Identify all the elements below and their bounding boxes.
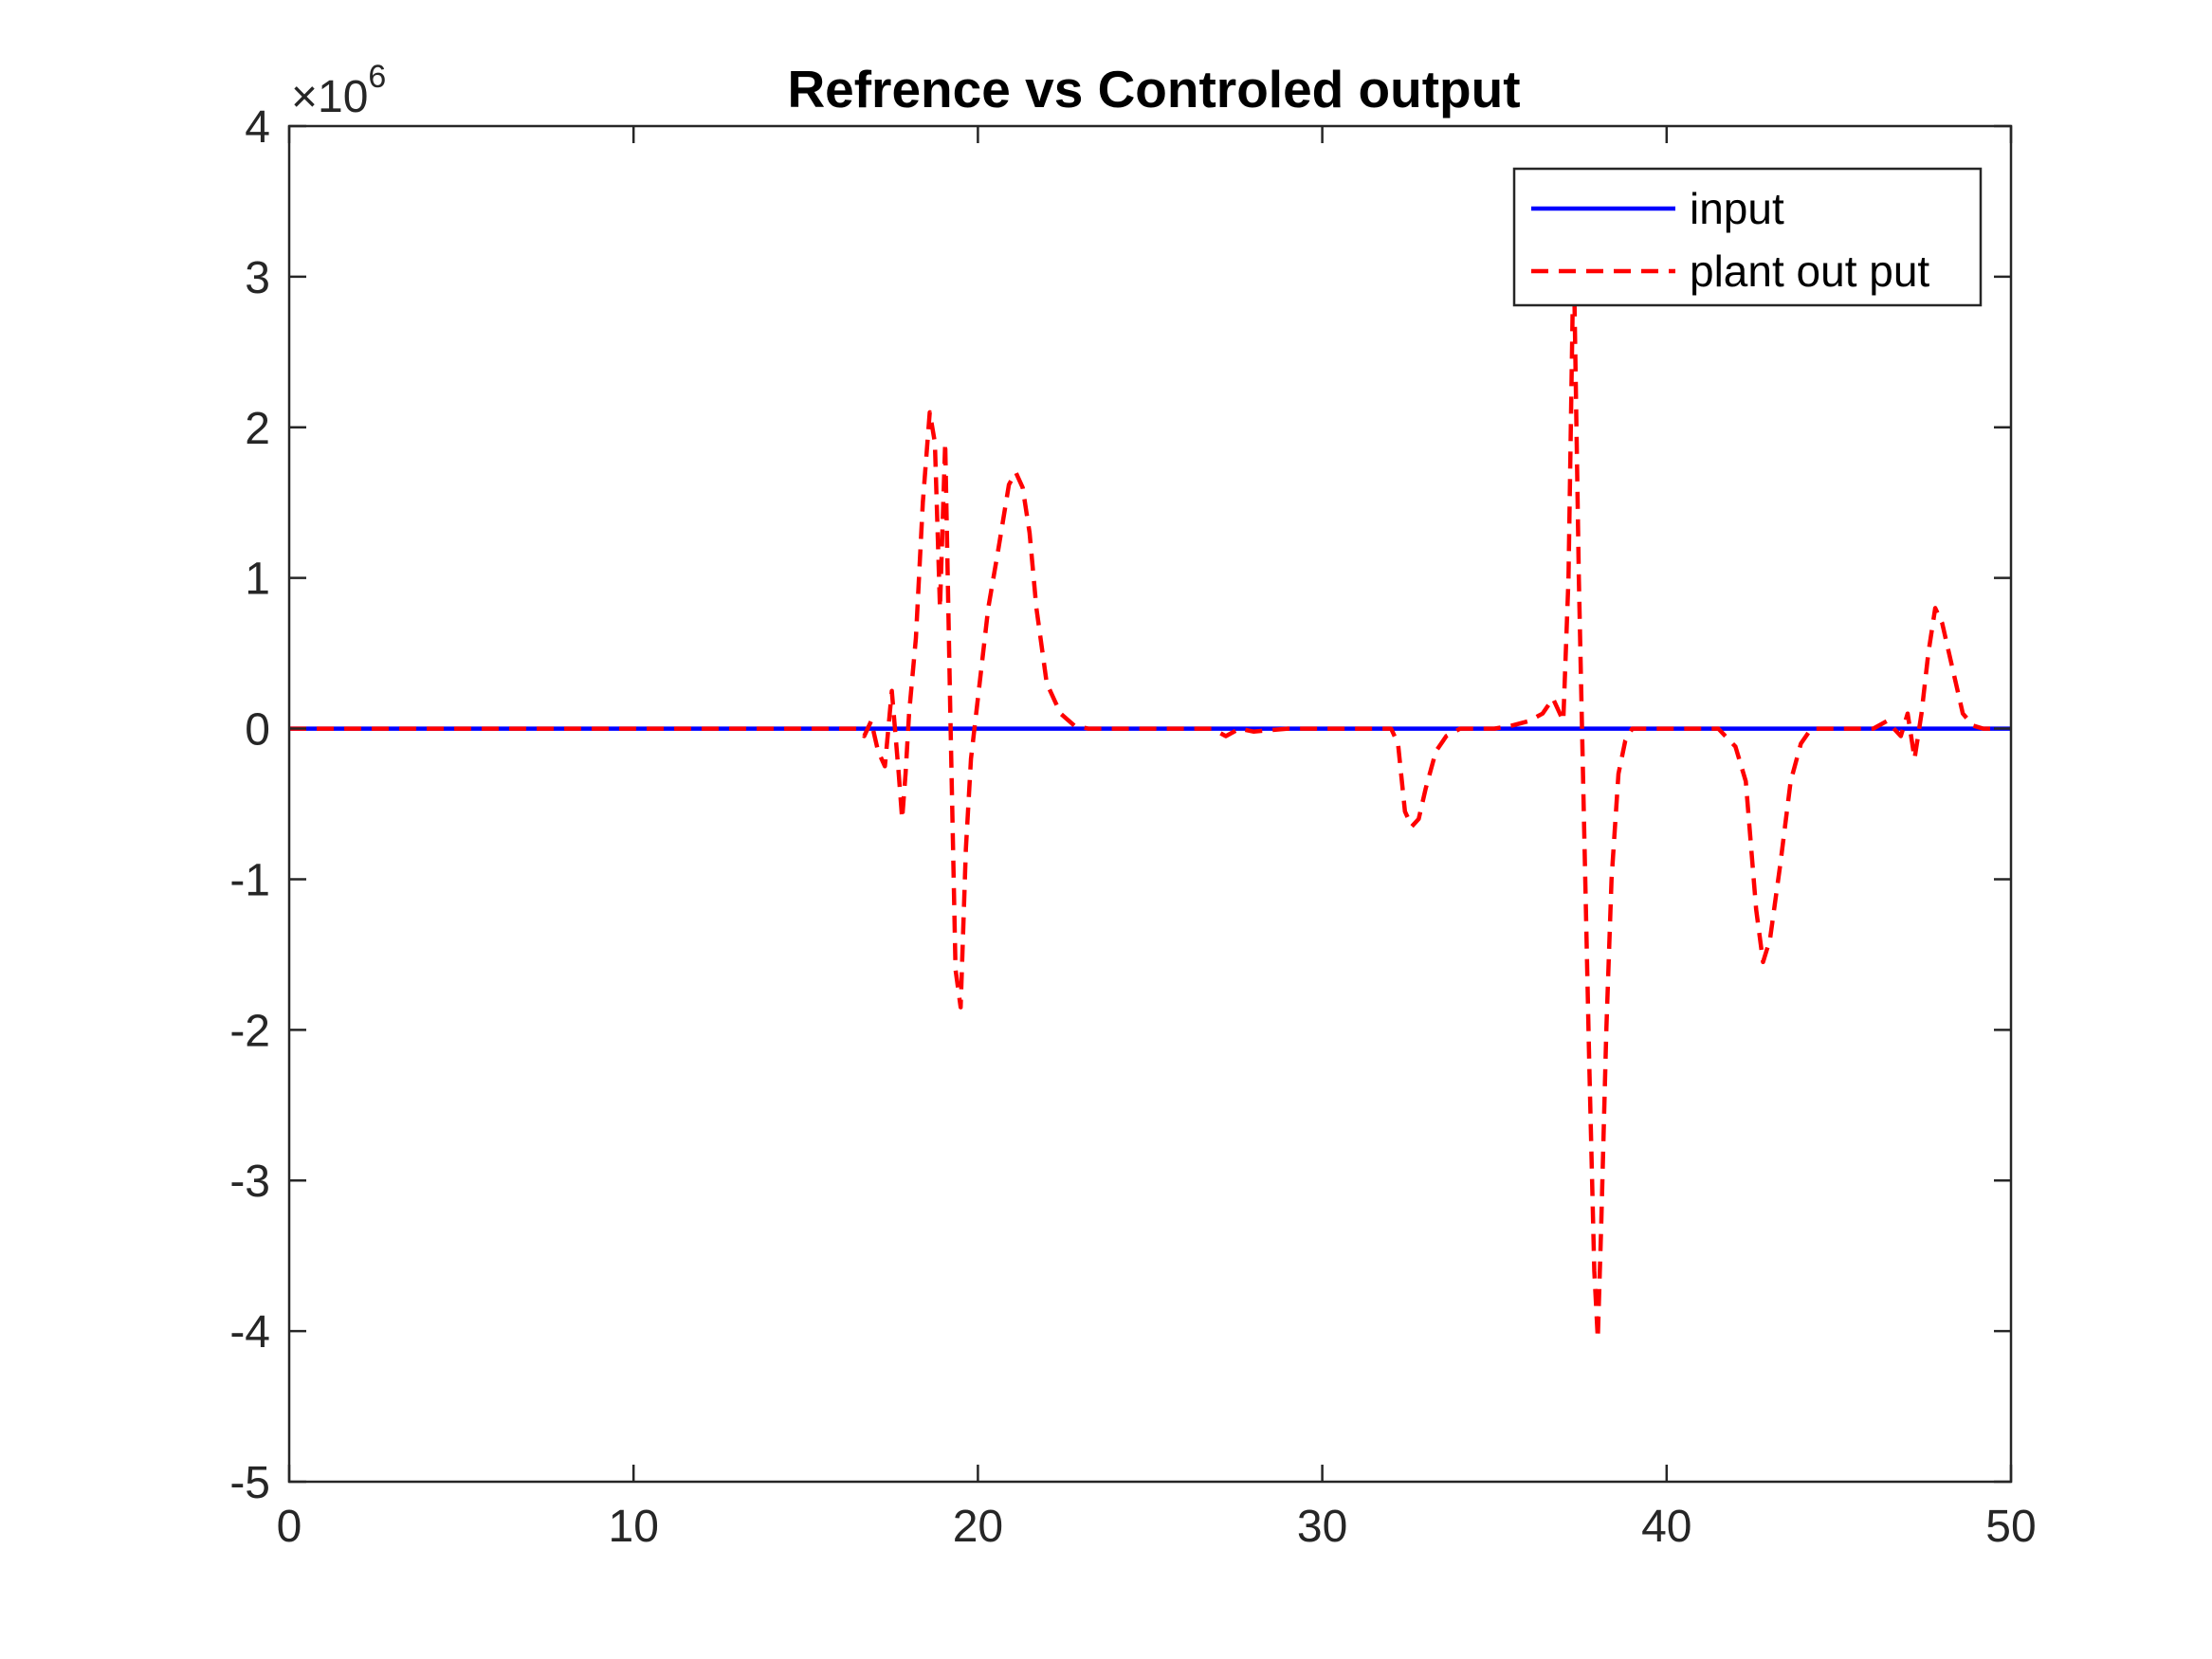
axes-frame: 0 10 20 30 40 50 -5 -4 -3 -2 -1 0 1 2 3 4: [229, 102, 2036, 1552]
x-tick-label: 40: [1641, 1502, 1691, 1552]
y-tick-label: -1: [229, 855, 270, 905]
chart-title: Refrence vs Controled output: [787, 60, 1520, 118]
y-tick-label: 2: [245, 404, 270, 454]
y-tick-label: 3: [245, 253, 270, 303]
plot-background: [289, 126, 2011, 1482]
y-tick-label: -2: [229, 1006, 270, 1056]
x-tick-label: 50: [1985, 1502, 2036, 1552]
x-tick-label: 30: [1297, 1502, 1347, 1552]
y-exponent-power: 6: [368, 59, 386, 95]
series-line-plant-out-put: [289, 244, 1998, 1341]
legend-label-plant-out-put: plant out put: [1690, 246, 1929, 296]
x-tick-label: 10: [609, 1502, 659, 1552]
legend-box: [1512, 167, 1983, 307]
y-tick-label: 4: [245, 102, 270, 153]
y-exponent-prefix: ×10: [291, 72, 368, 122]
y-exponent-label: ×106: [291, 59, 386, 122]
plot-area: [289, 126, 2011, 1482]
legend-label-input: input: [1690, 184, 1784, 233]
y-tick-label: 0: [245, 705, 270, 756]
legend: input plant out put: [1512, 167, 1983, 307]
y-tick-label: 1: [245, 555, 270, 605]
axes-box: [287, 124, 2013, 1484]
y-tick-label: -5: [229, 1458, 270, 1508]
x-tick-label: 0: [277, 1502, 302, 1552]
y-tick-label: -4: [229, 1307, 270, 1358]
y-tick-label: -3: [229, 1157, 270, 1207]
series-group: [289, 244, 2011, 1341]
x-tick-label: 20: [953, 1502, 1003, 1552]
